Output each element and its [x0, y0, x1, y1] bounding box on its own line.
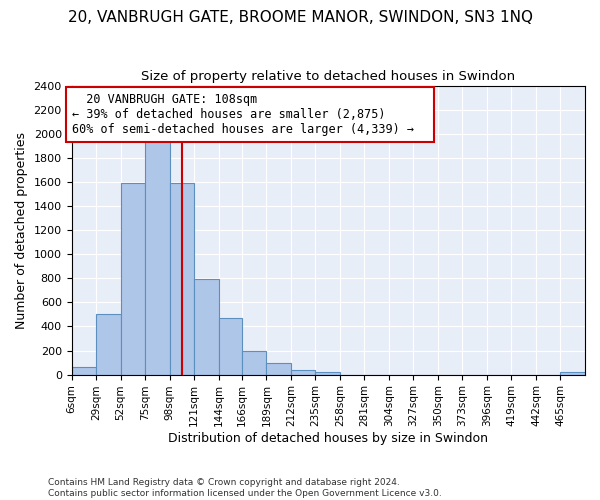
Bar — [194, 280, 218, 374]
Bar — [242, 350, 266, 374]
Bar — [316, 372, 340, 374]
Bar — [291, 370, 316, 374]
Y-axis label: Number of detached properties: Number of detached properties — [15, 132, 28, 328]
Bar — [266, 363, 291, 374]
Bar — [218, 318, 242, 374]
Bar — [560, 372, 585, 374]
Title: Size of property relative to detached houses in Swindon: Size of property relative to detached ho… — [141, 70, 515, 83]
Text: 20 VANBRUGH GATE: 108sqm
← 39% of detached houses are smaller (2,875)
60% of sem: 20 VANBRUGH GATE: 108sqm ← 39% of detach… — [71, 93, 428, 136]
Bar — [71, 368, 96, 374]
Bar — [145, 140, 170, 374]
Bar — [96, 314, 121, 374]
Bar — [170, 183, 194, 374]
Bar — [121, 183, 145, 374]
X-axis label: Distribution of detached houses by size in Swindon: Distribution of detached houses by size … — [168, 432, 488, 445]
Text: Contains HM Land Registry data © Crown copyright and database right 2024.
Contai: Contains HM Land Registry data © Crown c… — [48, 478, 442, 498]
Text: 20, VANBRUGH GATE, BROOME MANOR, SWINDON, SN3 1NQ: 20, VANBRUGH GATE, BROOME MANOR, SWINDON… — [67, 10, 533, 25]
